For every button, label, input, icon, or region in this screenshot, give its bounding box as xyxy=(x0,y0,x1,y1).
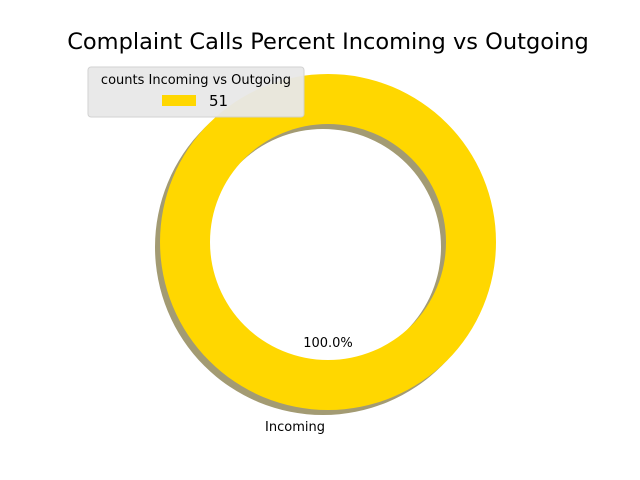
legend: counts Incoming vs Outgoing 51 xyxy=(87,66,305,118)
slice-percent-label: 100.0% xyxy=(303,336,353,351)
legend-title: counts Incoming vs Outgoing xyxy=(101,73,291,88)
slices-layer xyxy=(155,74,496,415)
chart-title: Complaint Calls Percent Incoming vs Outg… xyxy=(67,29,589,55)
legend-swatch xyxy=(162,95,196,106)
legend-entry-label: 51 xyxy=(209,92,228,110)
legend-frame xyxy=(87,66,305,118)
slice-category-label: Incoming xyxy=(265,420,325,435)
slice-incoming xyxy=(160,74,496,410)
